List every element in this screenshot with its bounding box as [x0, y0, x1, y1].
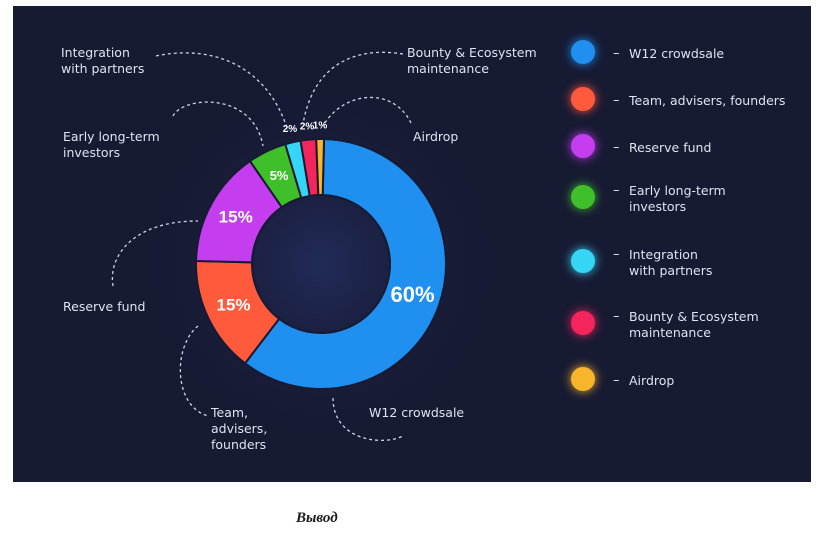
yellow-circle-icon [571, 367, 595, 391]
legend-dash: – [613, 373, 620, 388]
leader-integration [155, 52, 289, 132]
legend-label: Airdrop [629, 373, 675, 388]
slice-value-label: 15% [217, 295, 251, 314]
donut-chart: 60%15%15%5%2% 2%1% [111, 51, 506, 449]
callout-airdrop: Airdrop [413, 129, 459, 144]
leader-crowdsale [332, 397, 404, 442]
legend-dash: – [613, 183, 620, 198]
chart-glow [136, 79, 506, 449]
legend-item-integration: – Integration with partners [571, 243, 811, 279]
leader-reserve [111, 220, 199, 287]
leader-bounty [302, 51, 404, 125]
slice-value-label: 2% [300, 121, 315, 132]
slice-value-label: 1% [313, 121, 328, 132]
callout-crowdsale: W12 crowdsale [369, 405, 465, 420]
slice-w12-crowdsale [243, 138, 447, 390]
green-circle-icon [571, 185, 595, 209]
pink-circle-icon [571, 311, 595, 335]
legend-label: Reserve fund [629, 140, 712, 155]
legend-item-airdrop: – Airdrop [571, 365, 811, 401]
slice-airdrop [315, 138, 326, 197]
legend-item-team: – Team, advisers, founders [571, 85, 811, 121]
orange-circle-icon [571, 87, 595, 111]
slice-value-label: 15% [219, 207, 253, 226]
slice-value-label: 2% [283, 124, 298, 135]
legend-item-bounty: – Bounty & Ecosystem maintenance [571, 305, 811, 341]
blue-circle-icon [571, 40, 595, 64]
legend-dash: – [613, 309, 620, 324]
callout-team: Team, advisers, founders [211, 405, 268, 452]
legend-label: W12 crowdsale [629, 46, 725, 61]
cyan-circle-icon [571, 249, 595, 273]
legend-dash: – [613, 46, 620, 61]
leader-airdrop [322, 96, 412, 127]
chart-panel: 60% 15% 15% 5% 2% 2% 1% Integration with partn… [13, 6, 811, 482]
legend-item-early: – Early long-term investors [571, 179, 811, 215]
caption: Вывод [296, 510, 338, 526]
callout-bounty: Bounty & Ecosystem maintenance [407, 45, 537, 76]
callout-integration: Integration with partners [61, 45, 145, 76]
legend-item-reserve: – Reserve fund [571, 132, 811, 168]
legend-label: Early long-term investors [629, 183, 726, 214]
legend-dash: – [613, 140, 620, 155]
legend-label: Bounty & Ecosystem maintenance [629, 309, 759, 340]
leader-early [172, 101, 264, 147]
callout-early-investors: Early long-term investors [63, 129, 160, 160]
legend-dash: – [613, 93, 620, 108]
legend-item-crowdsale: – W12 crowdsale [571, 38, 811, 74]
legend-label: Integration with partners [629, 247, 713, 278]
legend-label: Team, advisers, founders [629, 93, 786, 108]
callout-reserve-fund: Reserve fund [63, 299, 146, 314]
slice-value-label: 5% [270, 168, 289, 183]
callout-leader-lines [111, 51, 412, 442]
legend-dash: – [613, 247, 620, 262]
slice-value-label: 60% [390, 282, 434, 307]
purple-circle-icon [571, 134, 595, 158]
